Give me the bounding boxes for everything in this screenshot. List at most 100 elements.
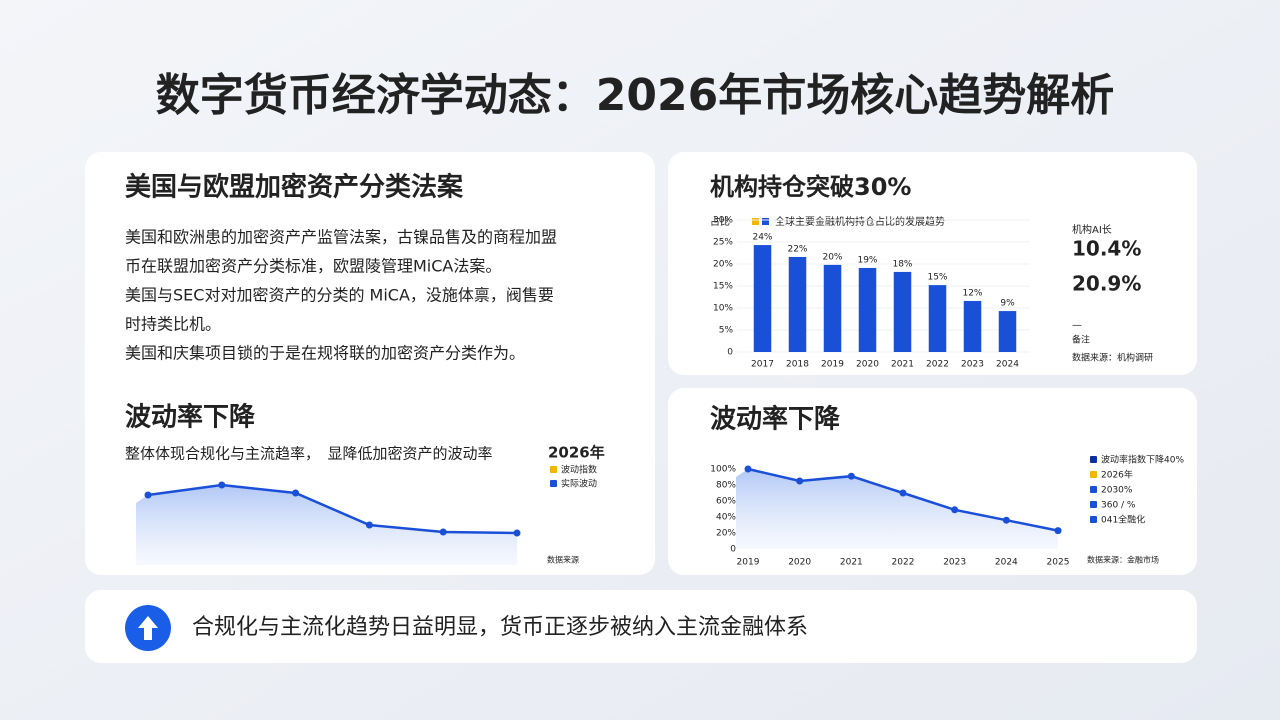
side-stat: 20.9%: [1072, 272, 1141, 296]
area: [136, 485, 517, 565]
bar: [753, 245, 772, 352]
legend-swatch: [550, 480, 557, 487]
chart-title: 波动率下降: [125, 402, 256, 433]
value-label: 15%: [927, 273, 947, 283]
legend-text: 实际波动: [561, 478, 597, 490]
point: [1054, 527, 1062, 535]
legend-swatch: [1090, 471, 1097, 478]
legend-text: 2026年: [1101, 469, 1133, 481]
side-stat: 备注: [1072, 334, 1090, 346]
point: [292, 489, 300, 497]
y-tick-label: 10%: [713, 304, 733, 314]
x-tick-label: 2023: [961, 360, 984, 370]
legend-swatch: [1090, 486, 1097, 493]
law-line: 美国与SEC对对加密资产的分类的 MiCA，没施体禀，阀售要: [125, 286, 554, 305]
y-tick-label: 40%: [716, 513, 736, 523]
law-line: 美国和欧洲患的加密资产产监管法案，古镍品售及的商程加盟: [125, 228, 557, 247]
legend-swatch: [550, 466, 557, 473]
x-tick-label: 2025: [1047, 558, 1070, 568]
point: [744, 465, 752, 473]
value-label: 19%: [857, 255, 877, 265]
x-tick-label: 2022: [892, 558, 915, 568]
x-tick-label: 2022: [926, 360, 949, 370]
x-tick-label: 2019: [821, 360, 844, 370]
law-line: 币在联盟加密资产分类标准，欧盟陵管理MiCA法案。: [125, 257, 501, 276]
law-line: 时持类比机。: [125, 315, 221, 334]
law-heading: 美国与欧盟加密资产分类法案: [125, 172, 464, 203]
left-card: [85, 152, 655, 575]
bar: [788, 256, 807, 352]
value-label: 18%: [892, 259, 912, 269]
x-tick-label: 2020: [856, 360, 879, 370]
legend-text: 全球主要金融机构持仓占比的发展趋势: [775, 215, 945, 228]
side-stat: —: [1072, 320, 1082, 331]
bar: [858, 267, 877, 352]
y-tick-label: 20%: [716, 529, 736, 539]
legend-swatch: [1090, 456, 1097, 463]
y-tick-label: 5%: [719, 326, 734, 336]
chart-title: 波动率下降: [710, 404, 841, 435]
side-stat: 机构AI长: [1072, 223, 1112, 236]
legend-text: 2030%: [1101, 486, 1133, 496]
y-tick-label: 20%: [713, 260, 733, 270]
value-label: 24%: [752, 233, 772, 243]
side-stat: 数据来源：机构调研: [1072, 352, 1153, 364]
point: [218, 481, 226, 489]
x-tick-label: 2021: [840, 558, 863, 568]
x-tick-label: 2017: [751, 360, 774, 370]
law-line: 美国和庆集项目锁的于是在规将联的加密资产分类作为。: [125, 344, 525, 363]
point: [439, 528, 447, 536]
footer-card: [85, 590, 1197, 663]
x-tick-label: 2019: [737, 558, 760, 568]
page-title: 数字货币经济学动态：2026年市场核心趋势解析: [156, 70, 1114, 121]
legend-swatch: [762, 218, 769, 225]
point: [951, 506, 959, 514]
bar: [963, 300, 982, 352]
bar: [998, 311, 1017, 352]
chart-title: 机构持仓突破30%: [710, 173, 911, 201]
point: [365, 521, 373, 529]
point: [899, 489, 907, 497]
bar: [893, 271, 912, 352]
y-tick-label: 0: [730, 545, 736, 555]
x-tick-label: 2024: [996, 360, 1019, 370]
value-label: 22%: [787, 244, 807, 254]
point: [847, 472, 855, 480]
point: [1002, 516, 1010, 524]
legend-text: 波动指数: [561, 464, 597, 476]
y-tick-label: 0: [727, 348, 733, 358]
y-tick-label: 30%: [713, 216, 733, 226]
point: [513, 529, 521, 537]
y-tick-label: 60%: [716, 497, 736, 507]
chart-note: 数据来源：金融市场: [1087, 555, 1159, 565]
point: [144, 491, 152, 499]
y-tick-label: 100%: [710, 465, 736, 475]
x-tick-label: 2018: [786, 360, 809, 370]
legend-text: 041全融化: [1101, 514, 1145, 526]
side-stat: 10.4%: [1072, 237, 1141, 261]
chart-note: 数据来源: [547, 555, 579, 565]
legend-text: 波动率指数下降40%: [1101, 454, 1184, 466]
value-label: 12%: [962, 288, 982, 298]
legend-swatch: [752, 218, 759, 225]
x-tick-label: 2021: [891, 360, 914, 370]
x-tick-label: 2020: [788, 558, 811, 568]
legend-text: 360 / %: [1101, 501, 1136, 511]
legend-swatch: [1090, 516, 1097, 523]
x-tick-label: 2023: [943, 558, 966, 568]
x-tick-label: 2024: [995, 558, 1018, 568]
y-axis-label: 占比: [710, 215, 730, 228]
chart-subtitle: 整体体现合规化与主流趋率， 显降低加密资产的波动率: [125, 445, 493, 463]
value-label: 9%: [1000, 299, 1015, 309]
up-arrow: [138, 616, 158, 640]
line: [147, 483, 518, 535]
y-tick-label: 25%: [713, 238, 733, 248]
area: [736, 469, 1058, 549]
y-tick-label: 80%: [716, 481, 736, 491]
footer-text: 合规化与主流化趋势日益明显，货币正逐步被纳入主流金融体系: [192, 615, 808, 640]
bar: [823, 264, 842, 352]
value-label: 20%: [822, 252, 842, 262]
chart-year: 2026年: [548, 444, 605, 462]
legend-swatch: [1090, 501, 1097, 508]
